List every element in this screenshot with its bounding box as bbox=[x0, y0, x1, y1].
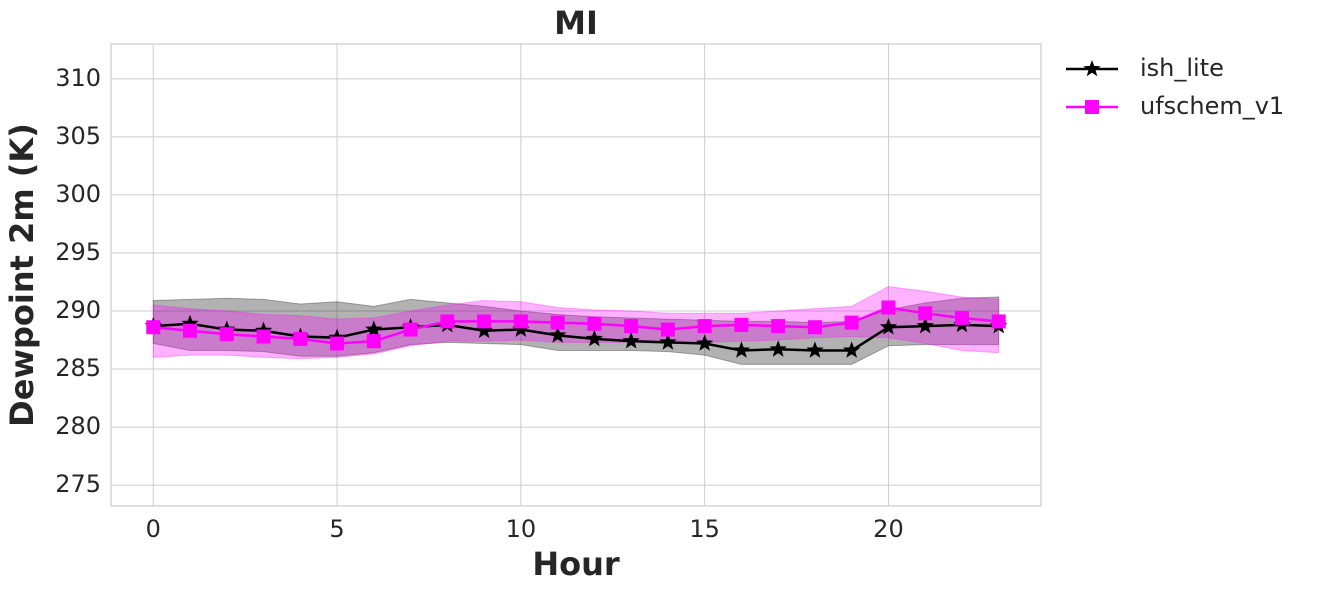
marker bbox=[843, 341, 861, 358]
marker bbox=[549, 326, 567, 343]
marker bbox=[477, 314, 492, 329]
y-tick-label: 290 bbox=[55, 296, 101, 324]
marker bbox=[879, 318, 898, 335]
y-tick-label: 305 bbox=[55, 122, 101, 150]
y-tick-label: 310 bbox=[55, 64, 101, 92]
marker bbox=[624, 319, 639, 334]
marker bbox=[512, 320, 530, 337]
marker bbox=[587, 316, 602, 331]
legend-label: ish_lite bbox=[1140, 54, 1224, 82]
marker bbox=[440, 314, 455, 329]
legend-marker bbox=[1085, 100, 1099, 114]
marker bbox=[660, 322, 675, 337]
series-1 bbox=[146, 300, 1006, 351]
marker bbox=[697, 319, 712, 334]
y-tick-label: 295 bbox=[55, 238, 101, 266]
marker bbox=[991, 314, 1006, 329]
marker bbox=[183, 323, 198, 338]
marker bbox=[475, 321, 493, 339]
marker bbox=[696, 334, 714, 351]
marker bbox=[365, 320, 383, 337]
x-tick-label: 20 bbox=[873, 515, 904, 543]
error-band bbox=[152, 296, 1000, 365]
legend-marker bbox=[1083, 60, 1101, 77]
marker bbox=[330, 336, 345, 351]
plot-frame bbox=[110, 43, 1042, 507]
x-tick-label: 10 bbox=[506, 515, 537, 543]
marker bbox=[256, 329, 271, 344]
marker bbox=[550, 315, 565, 330]
marker bbox=[366, 334, 381, 349]
marker bbox=[734, 317, 749, 332]
marker bbox=[622, 332, 640, 349]
marker bbox=[585, 329, 603, 347]
x-tick-label: 15 bbox=[689, 515, 720, 543]
legend-label: ufschem_v1 bbox=[1140, 92, 1284, 120]
marker bbox=[954, 310, 969, 325]
marker bbox=[219, 327, 234, 342]
y-tick-label: 280 bbox=[55, 412, 101, 440]
y-tick-label: 285 bbox=[55, 354, 101, 382]
marker bbox=[181, 314, 199, 332]
marker bbox=[513, 314, 528, 329]
chart-title: MI bbox=[554, 4, 598, 42]
y-tick-label: 275 bbox=[55, 470, 101, 498]
marker bbox=[403, 322, 418, 337]
marker bbox=[807, 320, 822, 335]
marker bbox=[844, 315, 859, 330]
marker bbox=[659, 333, 677, 350]
marker bbox=[916, 317, 934, 334]
marker bbox=[769, 340, 787, 357]
x-tick-label: 5 bbox=[329, 515, 344, 543]
x-tick-label: 0 bbox=[146, 515, 161, 543]
marker bbox=[293, 331, 308, 346]
marker bbox=[806, 341, 824, 358]
marker bbox=[918, 306, 933, 321]
marker bbox=[732, 341, 751, 358]
marker bbox=[771, 319, 786, 334]
marker bbox=[881, 300, 896, 315]
y-tick-label: 300 bbox=[55, 180, 101, 208]
y-axis-label: Dewpoint 2m (K) bbox=[3, 123, 41, 427]
x-axis-label: Hour bbox=[532, 545, 620, 583]
marker bbox=[146, 320, 161, 335]
